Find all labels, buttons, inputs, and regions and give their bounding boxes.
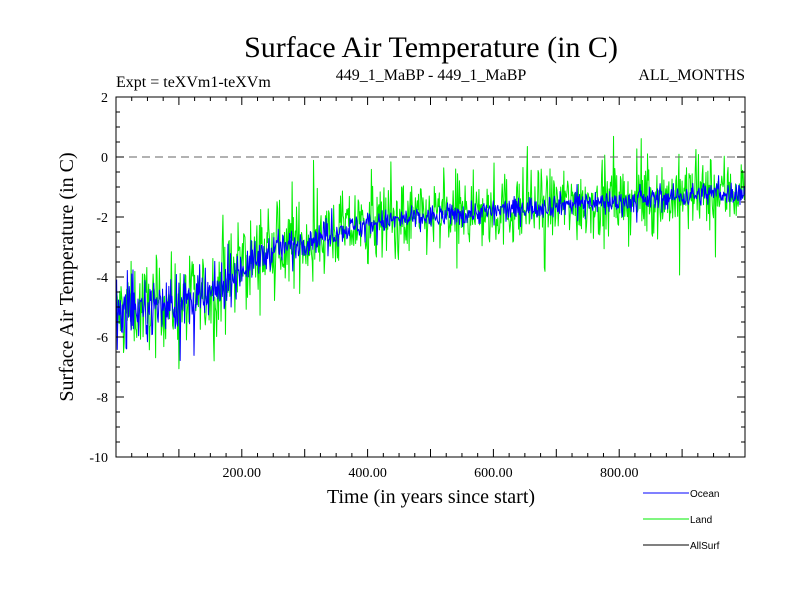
y-tick-label: -2: [96, 211, 108, 226]
chart-title: Surface Air Temperature (in C): [244, 31, 618, 64]
y-tick-label: 2: [101, 91, 108, 106]
ticks-layer: -10 -8 -6 -4 -2 0 2 200.00 400.00 600.00 800.00: [89, 91, 745, 481]
series-line-ocean: [116, 175, 746, 361]
series-layer: [116, 135, 746, 370]
legend: Ocean Land AllSurf: [643, 489, 720, 552]
y-tick-label: 0: [101, 151, 108, 166]
y-tick-label: -10: [89, 451, 108, 466]
legend-label-land: Land: [690, 515, 712, 526]
y-axis-label: Surface Air Temperature (in C): [56, 152, 78, 401]
plot-frame: [115, 96, 746, 458]
subtitle-left: Expt = teXVm1-teXVm: [116, 74, 271, 91]
legend-label-ocean: Ocean: [690, 489, 719, 500]
y-tick-label: -8: [96, 391, 108, 406]
y-tick-label: -6: [96, 331, 108, 346]
y-tick-label: -4: [96, 271, 108, 286]
x-tick-label: 400.00: [348, 466, 387, 481]
x-tick-label: 200.00: [223, 466, 262, 481]
x-axis-label: Time (in years since start): [327, 486, 535, 508]
subtitle-right: ALL_MONTHS: [638, 67, 745, 84]
subtitle-center: 449_1_MaBP - 449_1_MaBP: [336, 67, 527, 84]
x-tick-label: 600.00: [474, 466, 513, 481]
series-line-land: [116, 135, 746, 370]
x-tick-label: 800.00: [600, 466, 639, 481]
legend-label-allsurf: AllSurf: [690, 541, 720, 552]
